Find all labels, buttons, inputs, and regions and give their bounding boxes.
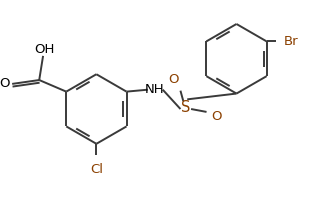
Text: OH: OH	[34, 43, 54, 56]
Text: NH: NH	[145, 83, 165, 96]
Text: Cl: Cl	[90, 163, 103, 176]
Text: O: O	[168, 73, 179, 86]
Text: S: S	[180, 100, 190, 115]
Text: O: O	[0, 77, 10, 90]
Text: Br: Br	[284, 35, 299, 48]
Text: O: O	[212, 110, 222, 123]
